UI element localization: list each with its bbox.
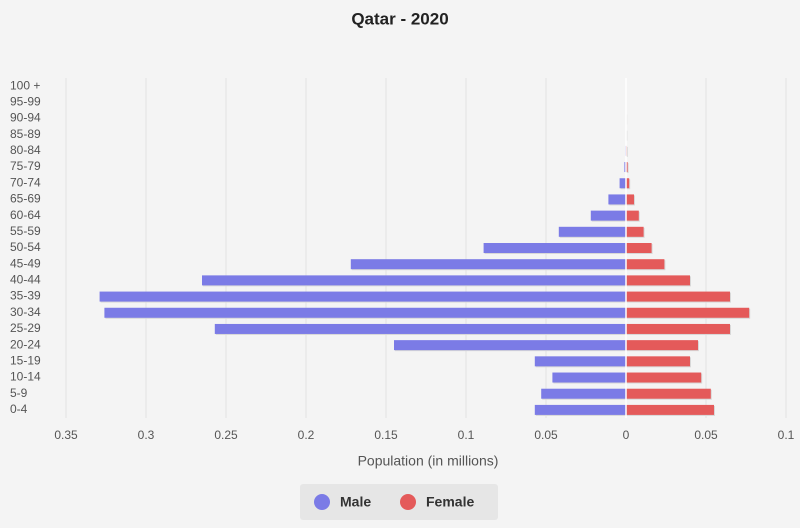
y-tick-label: 60-64 (10, 208, 41, 222)
bar (624, 162, 626, 173)
legend-label[interactable]: Male (340, 494, 371, 510)
bar (608, 194, 626, 205)
x-tick-label: 0.2 (298, 428, 315, 442)
x-tick-label: 0.05 (694, 428, 718, 442)
y-tick-label: 5-9 (10, 386, 28, 400)
bar (626, 194, 634, 205)
y-tick-label: 90-94 (10, 111, 41, 125)
bar (626, 307, 750, 318)
y-tick-label: 75-79 (10, 159, 41, 173)
y-tick-label: 55-59 (10, 224, 41, 238)
x-tick-label: 0.25 (214, 428, 238, 442)
bar (626, 372, 702, 383)
bar (558, 226, 626, 237)
x-tick-label: 0.15 (374, 428, 398, 442)
y-tick-label: 80-84 (10, 143, 41, 157)
x-tick-label: 0 (623, 428, 630, 442)
y-tick-label: 100 + (10, 78, 40, 92)
bar (626, 210, 639, 221)
y-tick-label: 0-4 (10, 402, 28, 416)
bar (626, 356, 690, 367)
bar (534, 356, 626, 367)
x-axis-label: Population (in millions) (358, 453, 499, 469)
x-tick-label: 0.3 (138, 428, 155, 442)
bar (626, 404, 714, 415)
bar (626, 162, 628, 173)
bar (626, 178, 630, 189)
y-tick-label: 20-24 (10, 337, 41, 351)
legend-marker[interactable] (400, 494, 416, 510)
bar (541, 388, 626, 399)
y-tick-label: 65-69 (10, 192, 41, 206)
bar (626, 243, 652, 253)
y-tick-label: 50-54 (10, 240, 41, 254)
y-tick-label: 30-34 (10, 305, 41, 319)
bar (483, 243, 626, 253)
bar (626, 259, 665, 270)
bar (626, 226, 644, 237)
y-tick-label: 35-39 (10, 289, 41, 303)
bar (104, 307, 626, 318)
y-tick-label: 95-99 (10, 94, 41, 108)
y-tick-label: 15-19 (10, 354, 41, 368)
y-tick-label: 25-29 (10, 321, 41, 335)
bar (99, 291, 627, 302)
x-tick-label: 0.1 (458, 428, 475, 442)
legend-label[interactable]: Female (426, 494, 474, 510)
x-tick-label: 0.05 (534, 428, 558, 442)
bar (626, 388, 711, 399)
bar (350, 259, 626, 270)
x-tick-label: 0.1 (778, 428, 795, 442)
y-tick-label: 40-44 (10, 273, 41, 287)
bar (626, 323, 730, 334)
y-tick-label: 45-49 (10, 256, 41, 270)
bar-shadow (627, 146, 628, 157)
bar (590, 210, 626, 221)
bar (626, 291, 730, 302)
legend-marker[interactable] (314, 494, 330, 510)
y-tick-label: 10-14 (10, 370, 41, 384)
bar (552, 372, 626, 383)
bar (626, 340, 698, 351)
y-tick-label: 70-74 (10, 175, 41, 189)
bar (214, 323, 627, 334)
bar (619, 178, 626, 189)
bar (202, 275, 626, 286)
legend-box (300, 484, 498, 520)
bar (626, 275, 690, 286)
x-tick-label: 0.35 (54, 428, 78, 442)
bar (394, 340, 626, 351)
bar-shadow (627, 163, 629, 174)
bar (534, 404, 626, 415)
y-tick-label: 85-89 (10, 127, 41, 141)
chart-title: Qatar - 2020 (351, 9, 448, 28)
